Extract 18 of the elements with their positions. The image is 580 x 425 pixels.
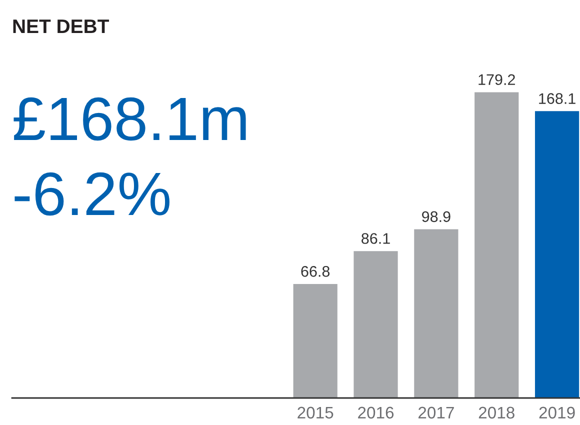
- text: -6.2%: [14, 172, 170, 216]
- data-label: 66.8: [301, 266, 330, 277]
- text: NET DEBT: [13, 20, 110, 33]
- bar: [474, 92, 519, 398]
- bar: [414, 229, 458, 398]
- bar: [534, 111, 580, 398]
- data-label: 168.1: [539, 93, 576, 104]
- bar: [293, 284, 338, 398]
- bar: [354, 251, 398, 398]
- data-label: 179.2: [478, 74, 515, 86]
- x-tick-label: 2019: [539, 406, 575, 419]
- data-label: 86.1: [362, 233, 390, 244]
- x-tick-label: 2017: [418, 406, 454, 419]
- x-tick-label: 2018: [478, 406, 514, 419]
- x-tick-label: 2015: [298, 406, 334, 419]
- x-tick-label: 2016: [358, 406, 394, 419]
- text: £168.1m: [14, 97, 246, 141]
- data-label: 98.9: [422, 211, 450, 222]
